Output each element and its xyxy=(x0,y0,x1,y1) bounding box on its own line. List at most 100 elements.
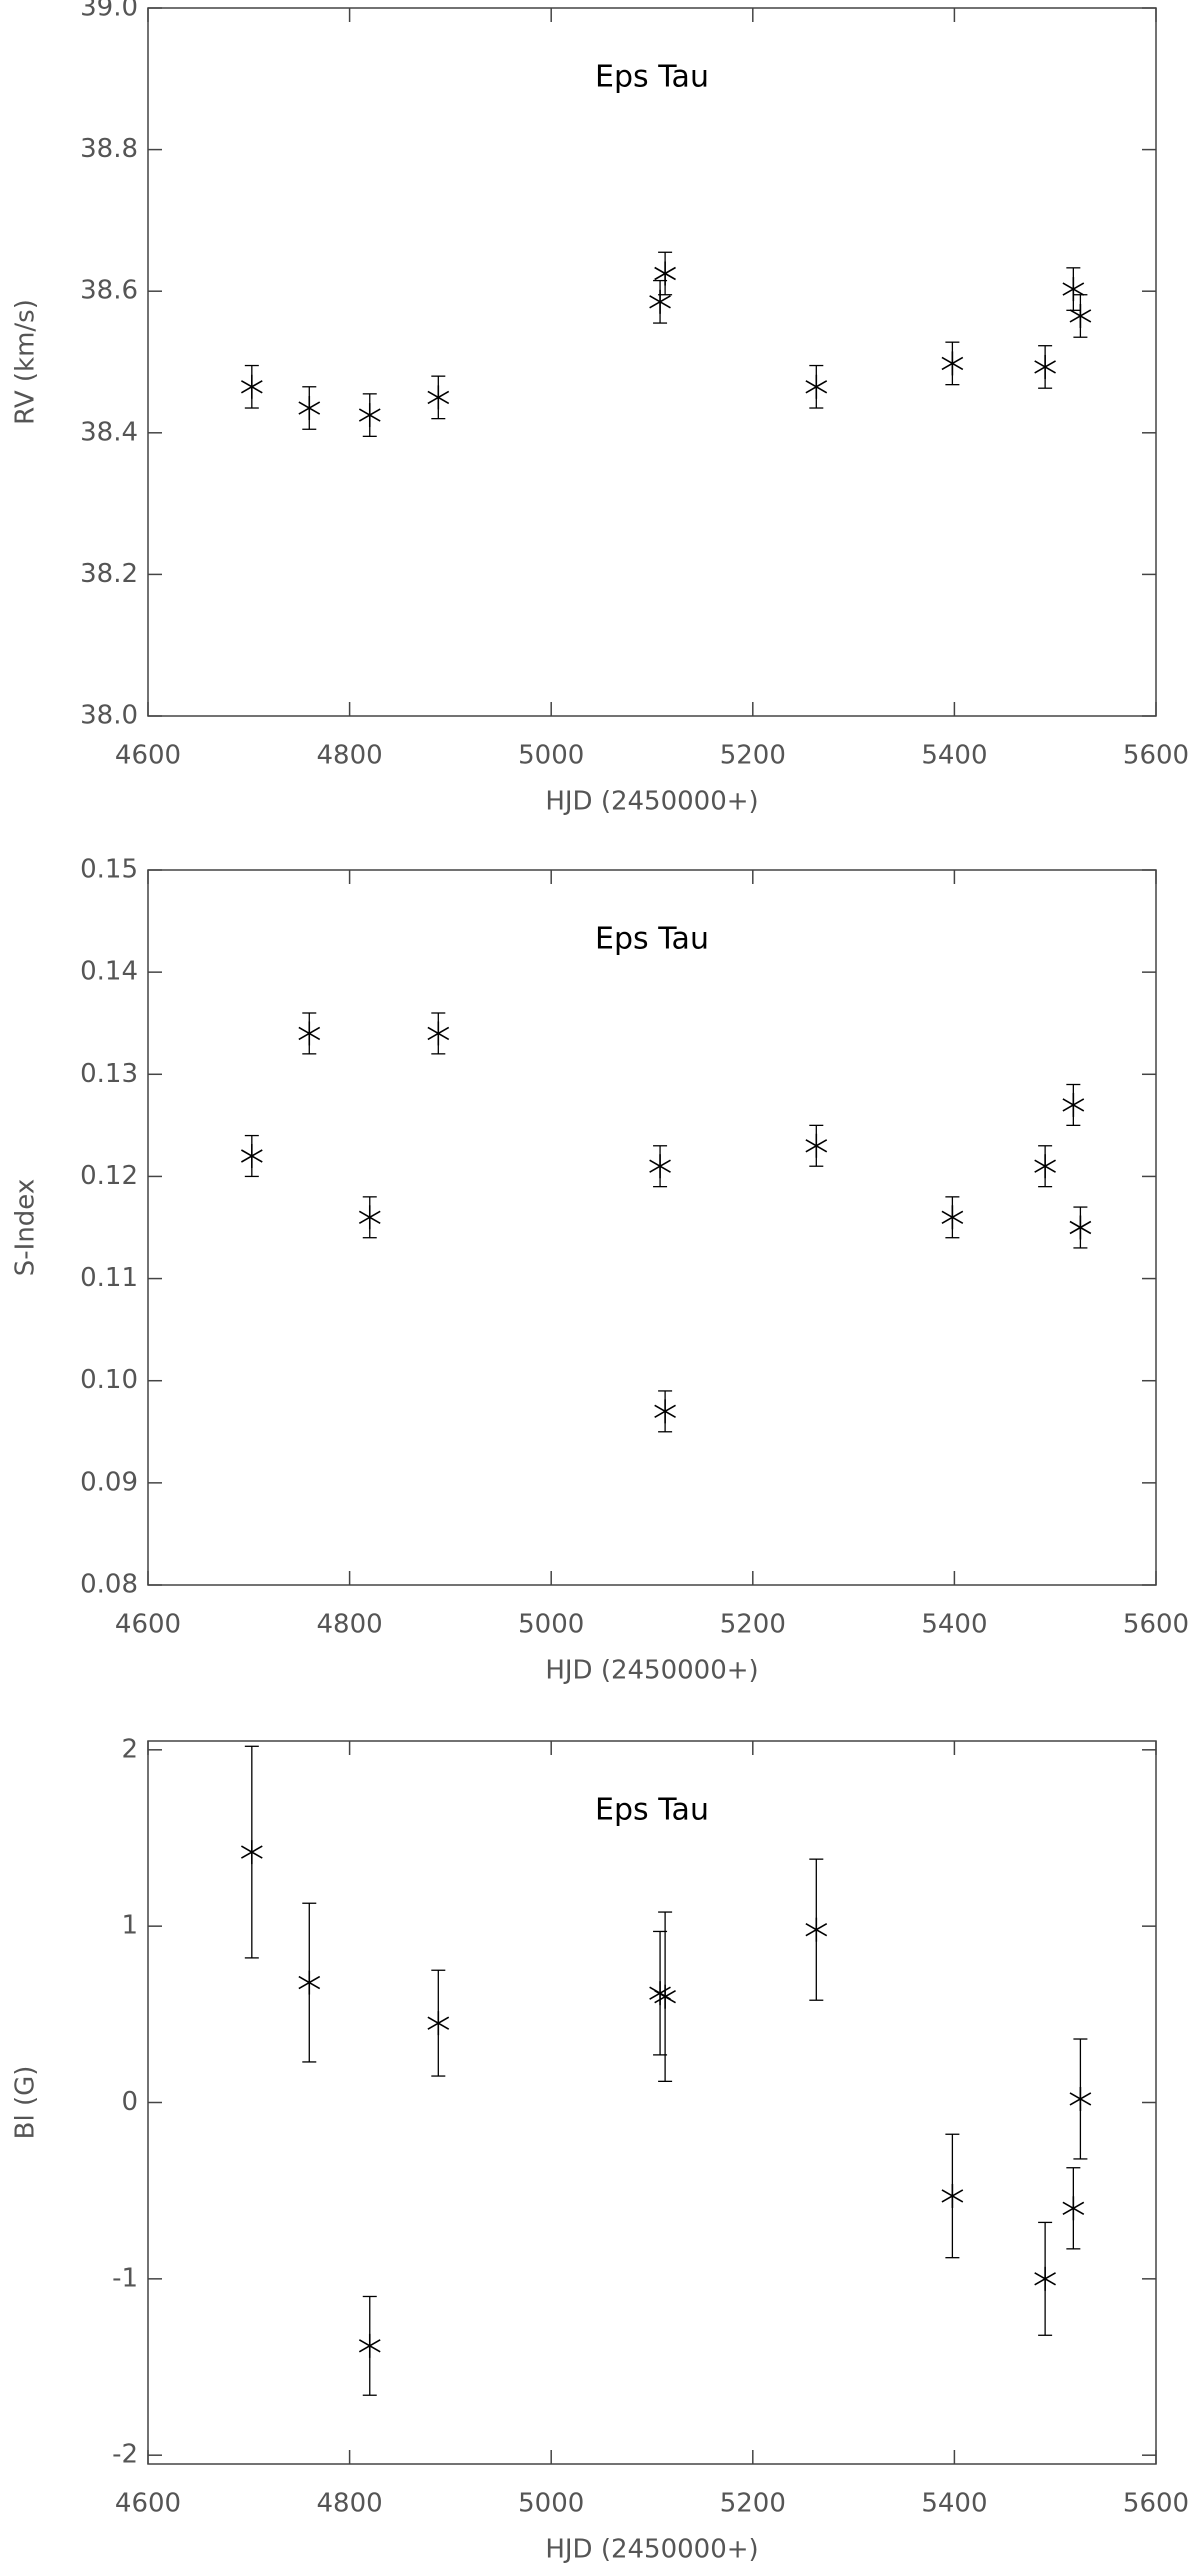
x-tick-label: 4800 xyxy=(317,741,383,771)
point-stroke xyxy=(240,1845,263,1859)
point-stroke xyxy=(941,356,964,371)
x-axis-label: HJD (2450000+) xyxy=(545,2535,758,2565)
y-tick-label: 0.15 xyxy=(80,855,138,885)
point xyxy=(427,2011,450,2036)
point-stroke xyxy=(805,1922,828,1937)
point xyxy=(358,2333,381,2358)
chart-title: Eps Tau xyxy=(595,60,709,95)
point xyxy=(1034,2266,1056,2291)
point xyxy=(240,1144,263,1168)
point xyxy=(427,385,450,410)
y-tick-label: 0.12 xyxy=(80,1161,138,1191)
point-stroke xyxy=(298,1975,321,1990)
point-stroke xyxy=(1034,1159,1056,1173)
x-tick-label: 4800 xyxy=(317,2489,383,2519)
y-tick-label: -2 xyxy=(112,2440,138,2470)
y-tick-label: 0.11 xyxy=(80,1263,138,1293)
point-stroke xyxy=(298,401,321,415)
x-tick-label: 5600 xyxy=(1123,741,1189,771)
point xyxy=(298,1021,321,1046)
point xyxy=(941,2183,964,2208)
point-stroke xyxy=(1069,2092,1092,2106)
point-stroke xyxy=(427,390,450,405)
point-stroke xyxy=(1062,282,1085,296)
y-axis-label: RV (km/s) xyxy=(11,299,41,425)
point xyxy=(649,289,671,314)
point xyxy=(654,1399,676,1424)
y-tick-label: 38.4 xyxy=(80,417,138,447)
y-tick-label: 38.6 xyxy=(80,276,138,306)
y-tick-label: -1 xyxy=(112,2263,138,2293)
point xyxy=(1069,2086,1092,2111)
point-stroke xyxy=(1034,2272,1056,2286)
point xyxy=(298,1970,321,1995)
point-stroke xyxy=(427,1026,450,1041)
point xyxy=(649,1154,671,1179)
x-tick-label: 4600 xyxy=(115,2489,181,2519)
point xyxy=(358,403,381,428)
chart-title: Eps Tau xyxy=(595,1793,709,1828)
x-tick-label: 5200 xyxy=(720,1610,786,1640)
point xyxy=(805,1133,828,1158)
point-stroke xyxy=(1062,1098,1085,1112)
chart-title: Eps Tau xyxy=(595,922,709,957)
x-axis-label: HJD (2450000+) xyxy=(545,1656,758,1686)
point xyxy=(240,374,263,399)
point-stroke xyxy=(805,380,828,394)
point-stroke xyxy=(941,2189,964,2203)
y-tick-label: 0.10 xyxy=(80,1365,138,1395)
x-tick-label: 5000 xyxy=(518,741,584,771)
point xyxy=(240,1840,263,1865)
point-stroke xyxy=(1069,1220,1092,1235)
point-stroke xyxy=(1062,2201,1085,2215)
y-tick-label: 0.08 xyxy=(80,1570,138,1600)
point xyxy=(1062,2196,1085,2221)
y-tick-label: 38.8 xyxy=(80,134,138,164)
point-stroke xyxy=(649,295,671,309)
y-axis-label: S-Index xyxy=(11,1179,41,1276)
y-tick-label: 38.2 xyxy=(80,559,138,589)
point-stroke xyxy=(1069,309,1092,323)
x-tick-label: 4800 xyxy=(317,1610,383,1640)
point-stroke xyxy=(1034,360,1056,374)
point-stroke xyxy=(358,1210,381,1224)
point-stroke xyxy=(654,266,676,281)
y-tick-label: 1 xyxy=(121,1911,138,1941)
point-stroke xyxy=(240,1149,263,1163)
point-stroke xyxy=(654,1990,676,2004)
x-tick-label: 5000 xyxy=(518,2489,584,2519)
point xyxy=(941,1205,964,1230)
x-tick-label: 4600 xyxy=(115,741,181,771)
plot-frame xyxy=(147,869,1157,1586)
point xyxy=(805,374,828,399)
plot-frame xyxy=(147,1740,1157,2465)
point-stroke xyxy=(240,380,263,394)
point xyxy=(1069,1215,1092,1240)
point-stroke xyxy=(649,1159,671,1173)
point-stroke xyxy=(427,2016,450,2030)
point xyxy=(941,351,964,376)
x-axis-label: HJD (2450000+) xyxy=(545,787,758,817)
y-tick-label: 39.0 xyxy=(80,0,138,23)
point xyxy=(1034,354,1056,379)
point xyxy=(1062,277,1085,302)
x-tick-label: 5400 xyxy=(921,2489,987,2519)
x-tick-label: 5400 xyxy=(921,1610,987,1640)
x-tick-label: 5400 xyxy=(921,741,987,771)
y-tick-label: 0.13 xyxy=(80,1059,138,1089)
point-stroke xyxy=(298,1026,321,1041)
y-axis-label: Bl (G) xyxy=(11,2066,41,2140)
y-tick-label: 0.09 xyxy=(80,1467,138,1497)
point xyxy=(358,1205,381,1230)
plot-frame xyxy=(147,7,1157,717)
x-tick-label: 5200 xyxy=(720,2489,786,2519)
point xyxy=(427,1021,450,1046)
point-stroke xyxy=(358,2339,381,2353)
y-tick-label: 0 xyxy=(121,2087,138,2117)
point-stroke xyxy=(358,408,381,422)
x-tick-label: 5600 xyxy=(1123,1610,1189,1640)
point-stroke xyxy=(805,1139,828,1153)
point xyxy=(1034,1154,1056,1179)
